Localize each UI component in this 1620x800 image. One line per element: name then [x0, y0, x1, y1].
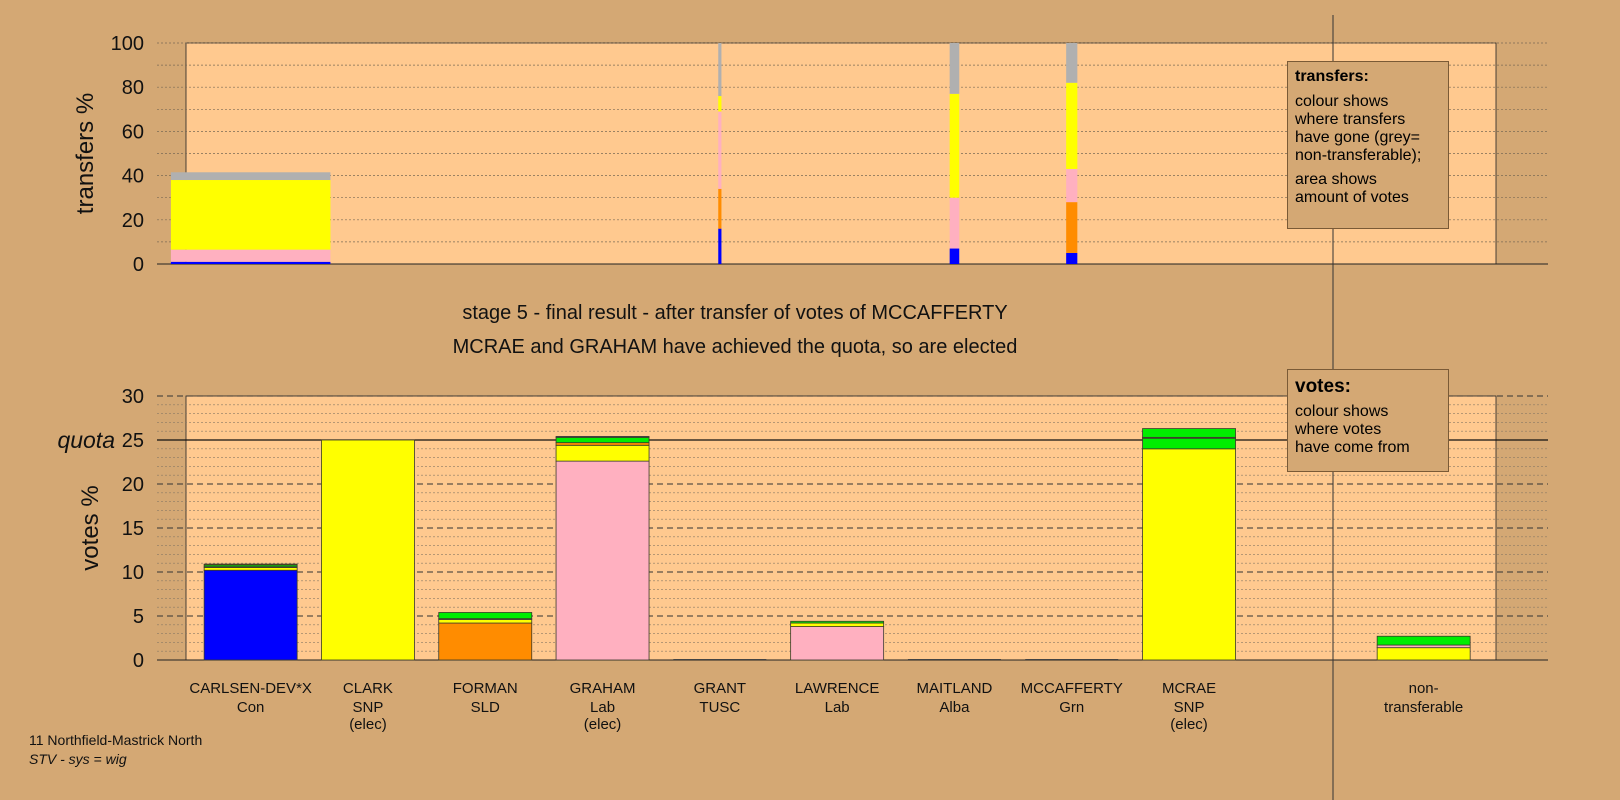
votes-y-tick-label: 0 — [133, 650, 144, 672]
candidate-name-label: non- — [1409, 680, 1439, 697]
voting-system: STV - sys = wig — [29, 751, 127, 767]
vote-segment-sld — [439, 623, 532, 660]
candidate-party-label: Alba — [939, 699, 970, 716]
candidate-party-label: Lab — [590, 699, 615, 716]
transfers-y-tick-label: 80 — [122, 77, 144, 99]
candidate-party-label: SLD — [471, 699, 500, 716]
votes-y-tick-label: 5 — [133, 606, 144, 628]
vote-segment-con — [204, 570, 297, 660]
chart-stage: 0 20 40 60 80 100 transfers % 0 5 10 15 20 30 25 quota… — [0, 0, 1620, 800]
transfers-legend: transfers: colour shows where transfers … — [1287, 61, 1449, 229]
transfer-segment-non_transferable — [718, 43, 721, 96]
candidate-party-label: Lab — [825, 699, 850, 716]
votes-y-axis-label: votes % — [77, 485, 104, 570]
transfers-y-tick-label: 0 — [133, 254, 144, 276]
transfers-y-axis-label: transfers % — [72, 93, 99, 214]
vote-segment-grn — [439, 612, 532, 618]
transfer-segment-lab — [1066, 169, 1077, 202]
candidate-name-label: FORMAN — [453, 680, 518, 697]
transfers-legend-line: non-transferable); — [1295, 147, 1441, 165]
transfer-segment-sld — [1066, 202, 1077, 253]
votes-legend-line: colour shows — [1295, 403, 1441, 421]
vote-segment-lab — [556, 461, 649, 660]
candidate-name-label: MCRAE — [1162, 680, 1216, 697]
votes-y-tick-label: 20 — [122, 474, 144, 496]
transfers-y-tick-label: 100 — [111, 33, 144, 55]
vote-segment-con — [556, 436, 649, 437]
elected-caption: MCRAE and GRAHAM have achieved the quota… — [0, 336, 1470, 359]
candidate-status-label: (elec) — [1170, 716, 1208, 733]
vote-segment-grn — [791, 621, 884, 623]
transfer-segment-lab — [171, 250, 331, 262]
votes-y-tick-label: 25 — [122, 430, 144, 452]
candidate-party-label: SNP — [1174, 699, 1205, 716]
transfer-segment-snp — [1066, 83, 1077, 169]
votes-y-tick-label: 10 — [122, 562, 144, 584]
transfers-y-tick-label: 40 — [122, 166, 144, 188]
transfers-legend-line: area shows — [1295, 171, 1441, 189]
vote-segment-snp — [1143, 449, 1236, 660]
vote-segment-sld — [204, 564, 297, 565]
candidate-name-label: MCCAFFERTY — [1021, 680, 1123, 697]
candidate-name-label: CARLSEN-DEV*X — [189, 680, 312, 697]
quota-label: quota — [57, 427, 115, 453]
candidate-party-label: SNP — [353, 699, 384, 716]
candidate-party-label: Grn — [1059, 699, 1084, 716]
transfers-legend-line: colour shows — [1295, 93, 1441, 111]
transfers-legend-line: amount of votes — [1295, 189, 1441, 207]
vote-segment-snp — [1377, 648, 1470, 660]
stage-caption: stage 5 - final result - after transfer … — [0, 302, 1470, 325]
candidate-name-label: GRANT — [694, 680, 747, 697]
candidate-name-label: CLARK — [343, 680, 393, 697]
vote-segment-grn — [1377, 636, 1470, 645]
transfers-legend-line: where transfers — [1295, 111, 1441, 129]
vote-segment-snp — [556, 445, 649, 461]
votes-y-tick-label: 30 — [122, 386, 144, 408]
vote-segment-snp — [321, 440, 414, 660]
vote-segment-snp — [791, 623, 884, 627]
candidate-name-label: MAITLAND — [917, 680, 993, 697]
transfer-segment-con — [1066, 253, 1077, 264]
candidate-status-label: (elec) — [584, 716, 622, 733]
transfer-segment-con — [950, 249, 960, 264]
transfer-segment-non_transferable — [1066, 43, 1077, 83]
votes-legend-title: votes: — [1295, 376, 1441, 398]
vote-segment-grn — [1143, 429, 1236, 438]
votes-legend-line: where votes — [1295, 421, 1441, 439]
votes-y-tick-label: 15 — [122, 518, 144, 540]
votes-legend: votes: colour shows where votes have com… — [1287, 369, 1449, 472]
vote-segment-grn — [556, 437, 649, 442]
transfers-legend-line: have gone (grey= — [1295, 129, 1441, 147]
transfer-segment-con — [718, 229, 721, 264]
candidate-party-label: TUSC — [699, 699, 740, 716]
vote-segment-grn — [1143, 438, 1236, 449]
transfer-segment-non_transferable — [950, 43, 960, 94]
candidate-name-label: GRAHAM — [570, 680, 636, 697]
transfer-segment-snp — [718, 96, 721, 111]
vote-segment-lab — [791, 627, 884, 660]
vote-segment-snp — [439, 620, 532, 624]
transfers-legend-title: transfers: — [1295, 68, 1441, 86]
transfers-y-tick-label: 20 — [122, 210, 144, 232]
transfer-segment-lab — [718, 112, 721, 189]
votes-legend-line: have come from — [1295, 439, 1441, 457]
transfers-y-tick-label: 60 — [122, 121, 144, 143]
transfer-segment-sld — [718, 189, 721, 229]
ward-name: 11 Northfield-Mastrick North — [29, 732, 202, 748]
candidate-status-label: (elec) — [349, 716, 387, 733]
transfer-segment-lab — [950, 198, 960, 249]
transfer-segment-snp — [171, 180, 331, 250]
transfer-segment-con — [171, 262, 331, 264]
transfer-segment-snp — [950, 94, 960, 198]
transfer-segment-non_transferable — [171, 172, 331, 180]
candidate-party-label: transferable — [1384, 699, 1463, 716]
candidate-party-label: Con — [237, 699, 265, 716]
candidate-name-label: LAWRENCE — [795, 680, 879, 697]
